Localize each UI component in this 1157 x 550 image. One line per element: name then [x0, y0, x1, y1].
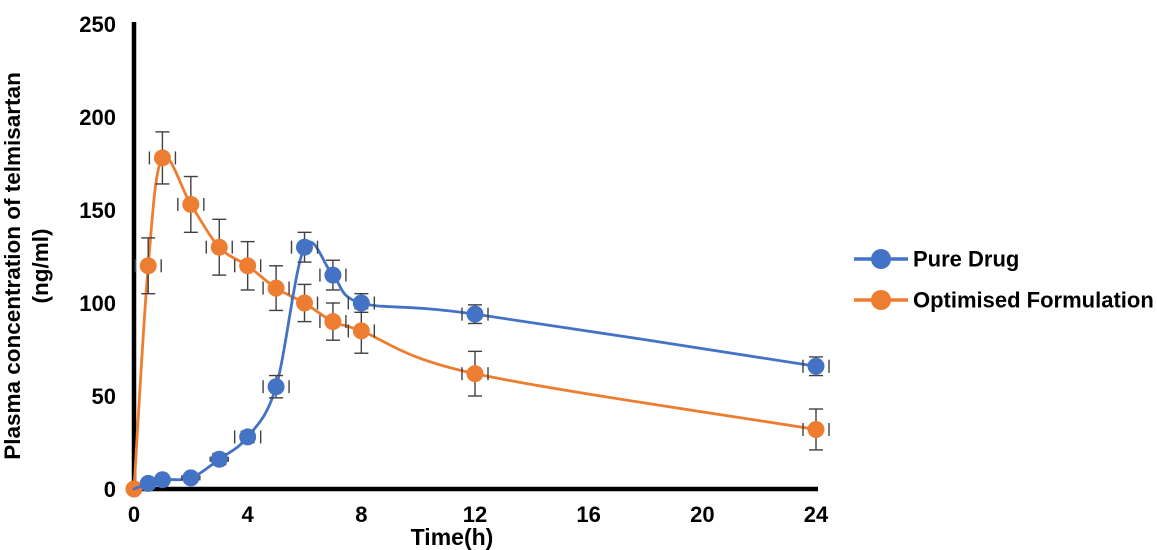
svg-text:4: 4	[242, 502, 255, 527]
svg-text:8: 8	[355, 502, 367, 527]
svg-text:Plasma concentration of telmis: Plasma concentration of telmisartan	[0, 72, 25, 460]
svg-text:16: 16	[576, 502, 600, 527]
svg-text:100: 100	[79, 291, 116, 316]
svg-text:150: 150	[79, 198, 116, 223]
svg-text:50: 50	[92, 384, 116, 409]
svg-text:Time(h): Time(h)	[411, 524, 494, 550]
svg-text:200: 200	[79, 105, 116, 130]
svg-text:0: 0	[128, 502, 140, 527]
svg-text:20: 20	[690, 502, 714, 527]
svg-text:250: 250	[79, 12, 116, 37]
svg-text:Optimised Formulation: Optimised Formulation	[913, 288, 1154, 313]
svg-text:0: 0	[104, 477, 116, 502]
svg-text:(ng/ml): (ng/ml)	[28, 229, 53, 304]
svg-text:24: 24	[804, 502, 829, 527]
svg-text:Pure Drug: Pure Drug	[913, 247, 1019, 272]
